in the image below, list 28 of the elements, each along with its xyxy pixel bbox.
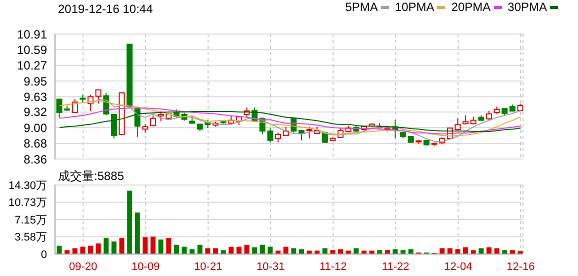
y-tick-label: 8.68 bbox=[24, 136, 48, 151]
y-tick-label: 10.73万 bbox=[8, 197, 47, 210]
y-tick-label: 10.91 bbox=[16, 27, 48, 42]
x-tick-label: 09-20 bbox=[69, 260, 98, 273]
x-tick-label: 11-22 bbox=[382, 260, 410, 273]
y-tick-label: 14.30万 bbox=[8, 180, 47, 192]
x-tick-label: 12-16 bbox=[506, 260, 535, 273]
y-tick-label: 7.15万 bbox=[14, 214, 47, 226]
y-tick-label: 0 bbox=[40, 248, 47, 261]
y-tick-label: 10.59 bbox=[16, 42, 48, 57]
x-tick-label: 10-09 bbox=[132, 260, 160, 273]
y-tick-label: 9.32 bbox=[24, 105, 48, 120]
y-tick-label: 9.00 bbox=[24, 120, 48, 135]
y-tick-label: 3.58万 bbox=[14, 232, 47, 244]
x-tick-label: 12-04 bbox=[444, 260, 472, 273]
x-tick-label: 11-12 bbox=[319, 260, 347, 273]
x-tick-label: 10-21 bbox=[194, 260, 222, 273]
y-tick-label: 10.27 bbox=[16, 58, 48, 73]
x-tick-label: 10-31 bbox=[256, 260, 285, 273]
text: 成交量:5885 bbox=[58, 168, 124, 185]
chart-title: 2019-12-16 10:44 bbox=[58, 2, 153, 16]
legend-label: 30PMA bbox=[508, 0, 547, 14]
y-tick-label: 9.63 bbox=[24, 90, 48, 104]
legend-label: 20PMA bbox=[451, 0, 491, 14]
y-tick-label: 8.36 bbox=[24, 152, 48, 166]
legend-label: 10PMA bbox=[394, 0, 434, 14]
y-tick-label: 9.95 bbox=[24, 74, 48, 88]
legend-label: 5PMA bbox=[345, 0, 378, 14]
